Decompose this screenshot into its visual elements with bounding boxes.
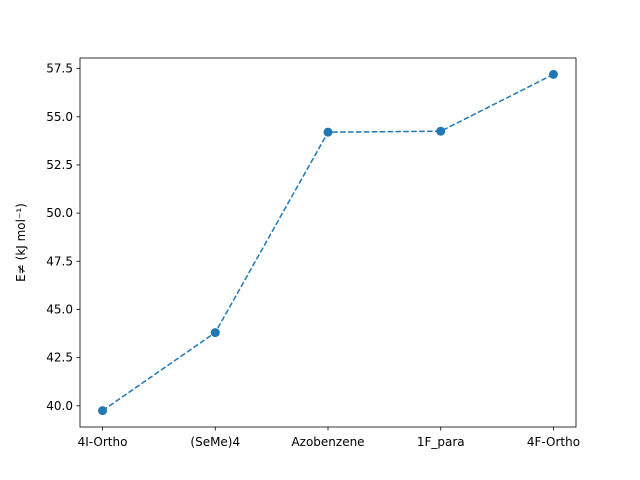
y-tick-label: 55.0 — [46, 110, 73, 124]
x-tick-label: 4I-Ortho — [78, 435, 128, 449]
data-point — [436, 126, 446, 136]
y-tick-label: 52.5 — [46, 158, 73, 172]
x-tick-label: 4F-Ortho — [527, 435, 580, 449]
y-tick-label: 42.5 — [46, 351, 73, 365]
plot-frame — [79, 57, 577, 428]
data-point — [210, 328, 220, 338]
y-tick-label: 45.0 — [46, 302, 73, 316]
y-tick-label: 40.0 — [46, 399, 73, 413]
data-point — [98, 406, 108, 416]
y-tick-label: 47.5 — [46, 254, 73, 268]
data-point — [323, 127, 333, 137]
series-line — [102, 73, 554, 412]
x-axis-ticks: 4I-Ortho (SeMe)4 Azobenzene 1F_para 4F-Ortho — [78, 427, 580, 449]
y-axis-ticks: 40.0 42.5 45.0 47.5 50.0 52.5 55.0 57.5 — [46, 62, 80, 413]
series-layer — [98, 69, 558, 416]
data-point — [548, 69, 558, 79]
y-axis-label: E≠ (kJ mol⁻¹) — [14, 203, 28, 282]
y-tick-label: 57.5 — [46, 62, 73, 76]
x-tick-label: (SeMe)4 — [190, 435, 240, 449]
x-tick-label: 1F_para — [417, 435, 465, 449]
y-tick-label: 50.0 — [46, 206, 73, 220]
x-tick-label: Azobenzene — [291, 435, 364, 449]
